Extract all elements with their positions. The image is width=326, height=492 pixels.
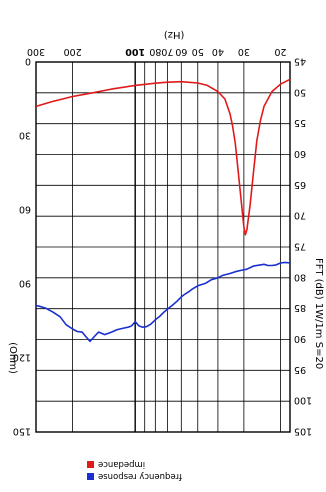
x-tick-label: 80 — [149, 46, 161, 57]
legend-label: frequency response — [98, 471, 182, 481]
y-right-tick-label: 30 — [19, 130, 31, 141]
x-tick-label: 100 — [125, 46, 145, 57]
x-tick-label: 70 — [161, 46, 173, 57]
y-right-tick-label: 150 — [13, 426, 31, 437]
x-tick-label: 60 — [175, 46, 187, 57]
y-right-tick-label: 120 — [13, 352, 31, 363]
y-left-tick-label: 50 — [294, 86, 306, 97]
y-left-tick-label: 105 — [294, 426, 312, 437]
series-line-frequency-response — [35, 261, 291, 343]
x-axis-label: (Hz) — [164, 29, 185, 40]
y-right-tick-label: 60 — [19, 204, 31, 215]
y-left-tick-label: 90 — [294, 333, 306, 344]
y-right-tick-label: 90 — [19, 278, 31, 289]
y-left-tick-label: 75 — [294, 241, 306, 252]
y-left-tick-label: 100 — [294, 395, 312, 406]
x-tick-label: 40 — [212, 46, 224, 57]
y-left-tick-label: 80 — [294, 271, 306, 282]
y-left-axis-label: FFT (dB) 1W/1m S=20 — [313, 258, 324, 369]
x-tick-label: 300 — [27, 46, 45, 57]
y-left-tick-label: 85 — [294, 302, 306, 313]
y-left-tick-label: 95 — [294, 364, 306, 375]
x-tick-label: 200 — [64, 46, 82, 57]
y-left-tick-label: 70 — [294, 210, 306, 221]
series-line-impedance — [35, 78, 291, 236]
legend-swatch — [87, 461, 94, 468]
legend-label: impedance — [98, 459, 145, 469]
y-right-axis-label: (Ohm) — [7, 342, 18, 374]
x-tick-label: 50 — [192, 46, 204, 57]
y-left-tick-label: 55 — [294, 117, 306, 128]
y-left-tick-label: 45 — [294, 56, 306, 67]
y-left-tick-label: 65 — [294, 179, 306, 190]
y-right-tick-label: 0 — [25, 56, 31, 67]
legend-swatch — [87, 473, 94, 480]
x-tick-label: 20 — [274, 46, 286, 57]
y-left-tick-label: 60 — [294, 148, 306, 159]
x-tick-label: 30 — [238, 46, 250, 57]
